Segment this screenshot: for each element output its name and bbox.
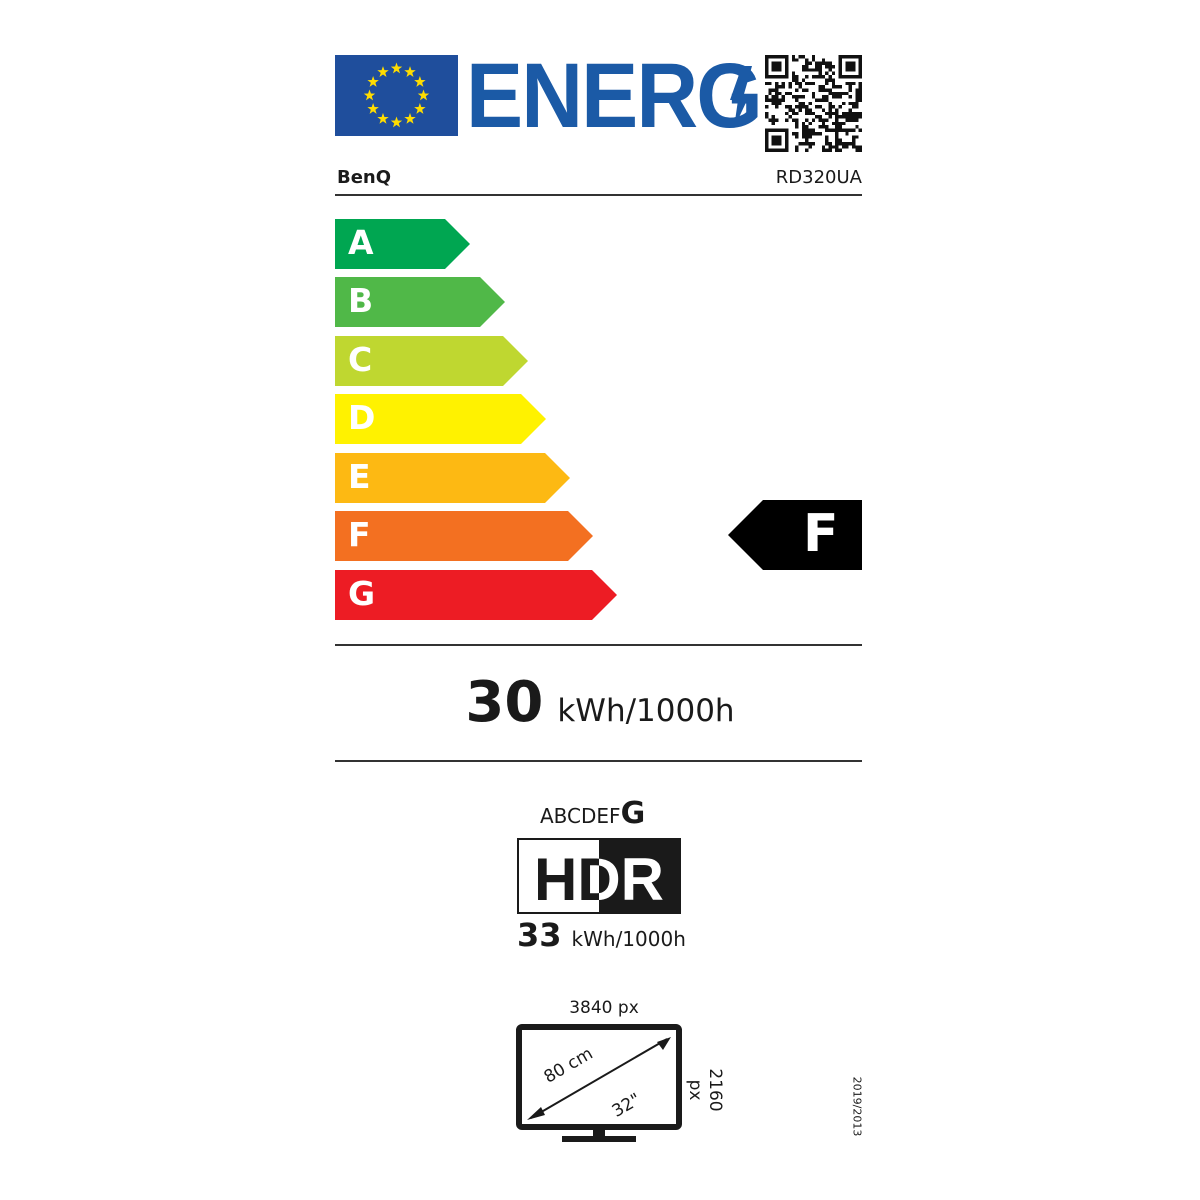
hdr-logo-box <box>517 838 681 914</box>
sdr-consumption: 30 kWh/1000h <box>0 670 1200 735</box>
star-icon <box>367 103 379 114</box>
hdr-scale: ABCDEFG <box>540 796 645 831</box>
hdr-value: 33 <box>517 916 562 954</box>
vertical-resolution: 2160 px <box>685 1068 725 1112</box>
horizontal-resolution: 3840 px <box>569 998 639 1018</box>
diagonal-cm: 80 cm <box>541 1044 597 1088</box>
star-icon <box>390 62 403 74</box>
class-letter: B <box>348 281 374 320</box>
energy-class-bar-a: A <box>335 219 470 269</box>
hdr-logo-icon: HDR <box>534 846 664 913</box>
class-letter: E <box>348 457 371 496</box>
hdr-logo-word: HDR <box>534 846 664 913</box>
energy-logo: ENERG <box>466 45 763 147</box>
hdr-unit: kWh/1000h <box>571 927 686 951</box>
energy-class-bar-c: C <box>335 336 528 386</box>
hdr-consumption: 33 kWh/1000h <box>517 916 686 954</box>
qr-code <box>765 55 862 152</box>
model-identifier: RD320UA <box>775 167 862 188</box>
screen-icon: 80 cm 32" <box>516 1024 682 1142</box>
eu-stars-icon <box>363 62 430 128</box>
diagonal-inches: 32" <box>609 1090 645 1122</box>
regulation-number: 2019/2013 <box>850 1076 864 1137</box>
star-icon <box>414 76 426 87</box>
class-letter: C <box>348 340 373 379</box>
divider <box>335 194 862 196</box>
rating-letter: F <box>803 504 839 564</box>
sdr-value: 30 <box>465 670 544 735</box>
star-icon <box>377 66 389 77</box>
energy-class-bar-b: B <box>335 277 505 327</box>
star-icon <box>367 76 379 87</box>
hdr-class: G <box>620 796 646 831</box>
star-icon <box>414 103 426 114</box>
divider <box>335 644 862 646</box>
divider <box>335 760 862 762</box>
rating-arrow: F <box>728 500 862 570</box>
energy-class-bar-d: D <box>335 394 546 444</box>
energy-class-bar-g: G <box>335 570 617 620</box>
class-letter: A <box>348 223 374 262</box>
eu-flag <box>335 55 458 136</box>
class-letter: F <box>348 515 371 554</box>
star-icon <box>377 112 389 124</box>
star-icon <box>404 112 416 124</box>
supplier-name: BenQ <box>337 167 392 188</box>
hdr-logo-text: HDR <box>517 838 681 914</box>
star-icon <box>417 89 430 101</box>
class-letter: G <box>348 574 376 613</box>
energy-class-bar-e: E <box>335 453 570 503</box>
star-icon <box>404 66 416 77</box>
class-letter: D <box>348 398 376 437</box>
hdr-scale-letters: ABCDEF <box>540 804 621 828</box>
star-icon <box>390 116 403 128</box>
sdr-unit: kWh/1000h <box>557 693 735 729</box>
lightning-bolt-icon <box>730 66 752 128</box>
star-icon <box>363 89 376 101</box>
energy-class-bar-f: F <box>335 511 593 561</box>
